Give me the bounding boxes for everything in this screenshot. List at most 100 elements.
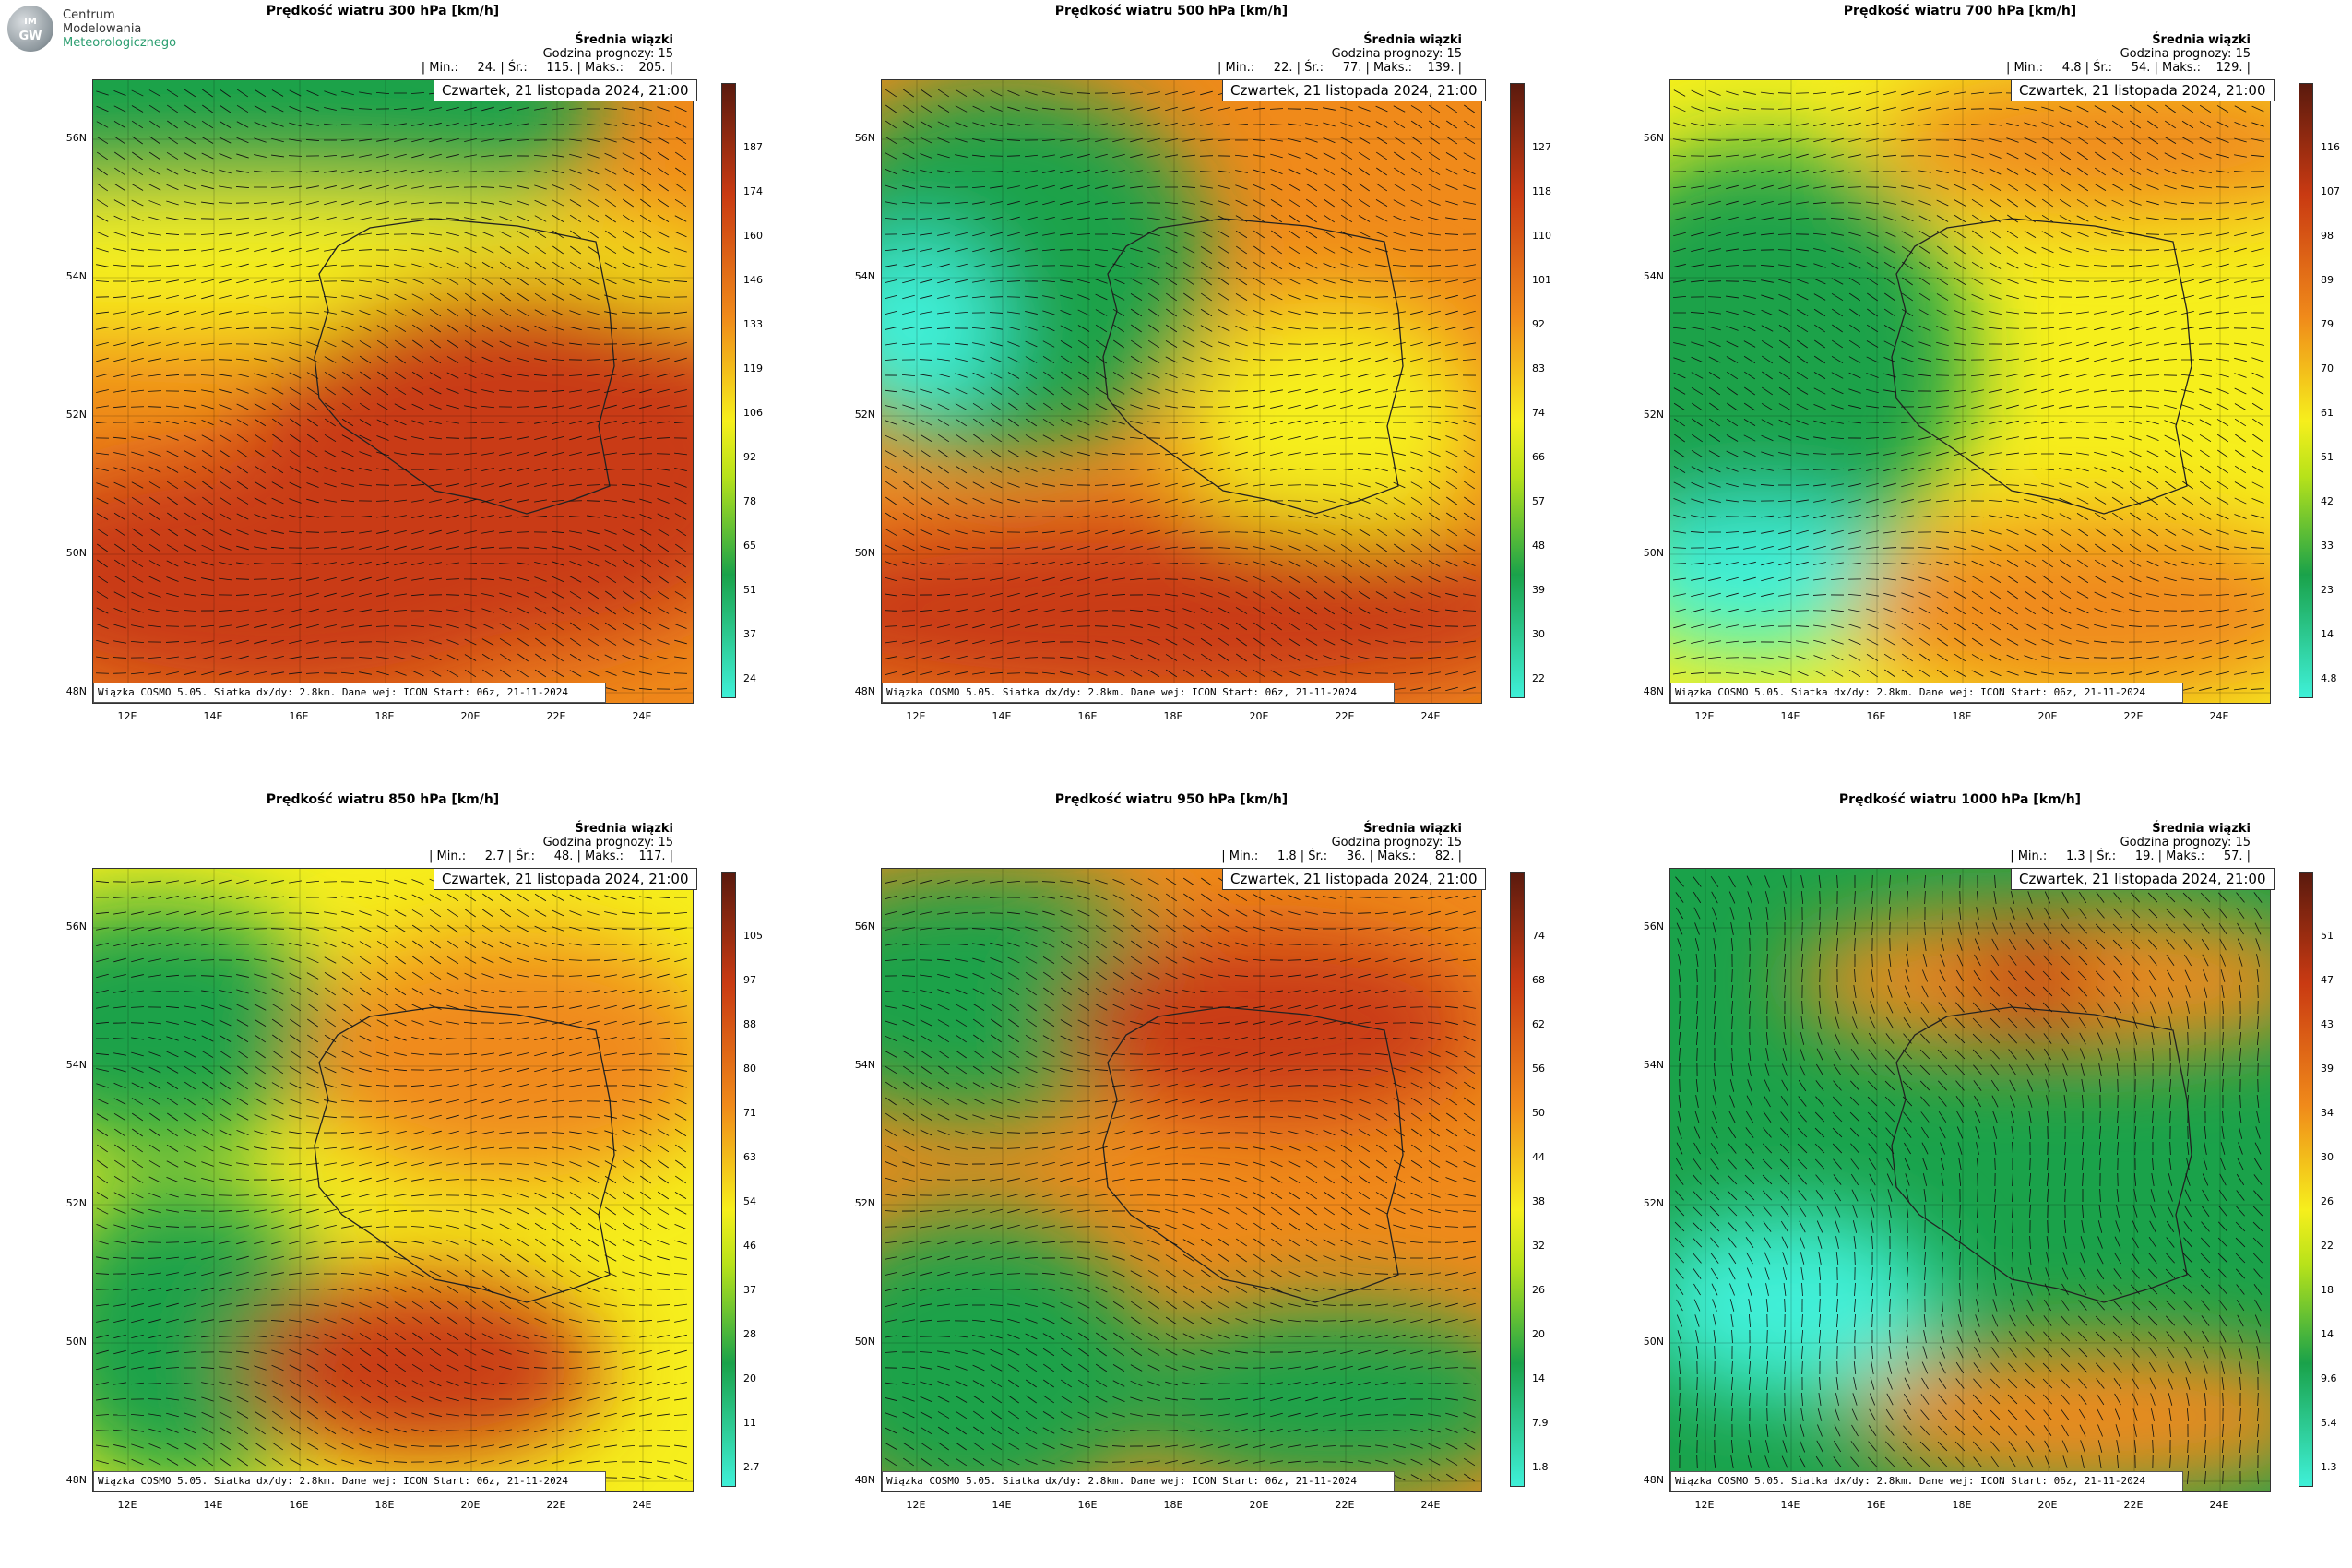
wind-arrow [411, 403, 424, 410]
wind-arrow [1359, 575, 1370, 584]
wind-arrow [96, 513, 109, 520]
wind-arrow [534, 230, 547, 239]
wind-arrow [1971, 278, 1984, 285]
wind-arrow [1970, 124, 1985, 125]
wind-arrow [359, 896, 372, 899]
wind-arrow [148, 592, 161, 598]
wind-arrow [919, 343, 933, 345]
wind-arrow [657, 671, 670, 675]
wind-arrow [2006, 671, 2019, 676]
wind-arrow [446, 529, 459, 535]
lon-tick-label: 16E [1866, 710, 1886, 722]
wind-arrow [341, 1162, 354, 1166]
wind-arrow [96, 1083, 109, 1088]
wind-arrow [640, 1191, 651, 1200]
wind-arrow [254, 958, 267, 962]
wind-arrow [1428, 358, 1441, 362]
wind-arrow [1374, 280, 1389, 282]
wind-arrow [1761, 279, 1774, 283]
wind-arrow [2111, 167, 2124, 176]
wind-arrow [674, 943, 687, 946]
lat-tick-label: 50N [854, 547, 875, 559]
wind-arrow [219, 279, 232, 284]
wind-arrow [1218, 515, 1230, 518]
wind-arrow [481, 405, 495, 409]
wind-arrow [552, 1161, 564, 1167]
wind-arrow [902, 404, 915, 410]
wind-arrow [183, 389, 197, 393]
wind-arrow [376, 987, 389, 996]
wind-arrow [517, 562, 529, 565]
wind-arrow [1112, 577, 1125, 581]
wind-arrow [1007, 386, 1020, 396]
wind-arrow [1918, 669, 1931, 678]
wind-arrow [1253, 653, 1265, 662]
wind-arrow [1813, 107, 1826, 111]
wind-arrow [1182, 467, 1195, 472]
wind-arrow [1989, 262, 2002, 269]
wind-arrow [622, 152, 635, 160]
wind-arrow [1445, 264, 1458, 267]
wind-arrow [323, 657, 338, 659]
wind-arrow [1182, 340, 1195, 348]
wind-arrow [1077, 593, 1090, 597]
wind-arrow [1988, 92, 2002, 94]
wind-arrow [1077, 656, 1090, 659]
wind-arrow [2111, 184, 2124, 191]
wind-arrow [638, 1053, 653, 1055]
wind-arrow [1691, 372, 1704, 379]
wind-arrow [306, 200, 319, 206]
wind-arrow [1410, 232, 1423, 236]
wind-arrow [113, 1128, 126, 1137]
wind-arrow [622, 436, 635, 440]
wind-arrow [166, 264, 179, 267]
wind-arrow [358, 108, 373, 110]
wind-arrow [1989, 294, 2002, 300]
wind-arrow [1708, 123, 1721, 126]
lat-tick-label: 54N [1643, 270, 1664, 282]
wind-arrow [1445, 279, 1458, 283]
wind-arrow [1708, 386, 1721, 396]
wind-arrow [1112, 278, 1125, 285]
wind-arrow [411, 640, 424, 644]
wind-arrow [902, 465, 915, 474]
wind-arrow [131, 1241, 144, 1244]
wind-arrow [166, 481, 179, 490]
wind-arrow [1428, 200, 1441, 206]
wind-arrow [2199, 327, 2212, 330]
wind-arrow [1866, 232, 1879, 237]
wind-arrow [200, 624, 215, 628]
wind-arrow [95, 672, 110, 674]
wind-arrow [534, 1192, 547, 1199]
wind-arrow [1112, 248, 1125, 252]
wind-arrow [1182, 231, 1195, 238]
wind-arrow [1445, 686, 1458, 692]
wind-arrow [658, 167, 669, 176]
wind-arrow [1218, 623, 1230, 630]
wind-arrow [2094, 640, 2107, 644]
wind-arrow [289, 498, 302, 504]
wind-arrow [920, 327, 932, 330]
wind-arrow [657, 198, 670, 208]
wind-arrow [1269, 342, 1284, 346]
badge-top-text: IM [24, 17, 37, 27]
wind-arrow [429, 185, 442, 189]
wind-arrow [2075, 437, 2090, 439]
wind-arrow [1095, 561, 1108, 566]
wind-arrow [657, 137, 670, 144]
wind-arrow [2076, 232, 2089, 237]
wind-arrow [587, 1238, 600, 1247]
wind-arrow [2006, 137, 2019, 143]
wind-arrow [885, 136, 897, 145]
wind-arrow [2181, 152, 2194, 160]
wind-arrow [1812, 453, 1827, 455]
wind-arrow [2164, 671, 2177, 676]
wind-arrow [1112, 562, 1125, 565]
wind-arrow [166, 592, 179, 598]
wind-arrow [394, 987, 407, 996]
wind-arrow [1673, 105, 1686, 113]
wind-arrow [517, 309, 529, 316]
wind-arrow [253, 944, 267, 945]
wind-arrow [2006, 404, 2019, 410]
wind-arrow [1708, 562, 1721, 565]
